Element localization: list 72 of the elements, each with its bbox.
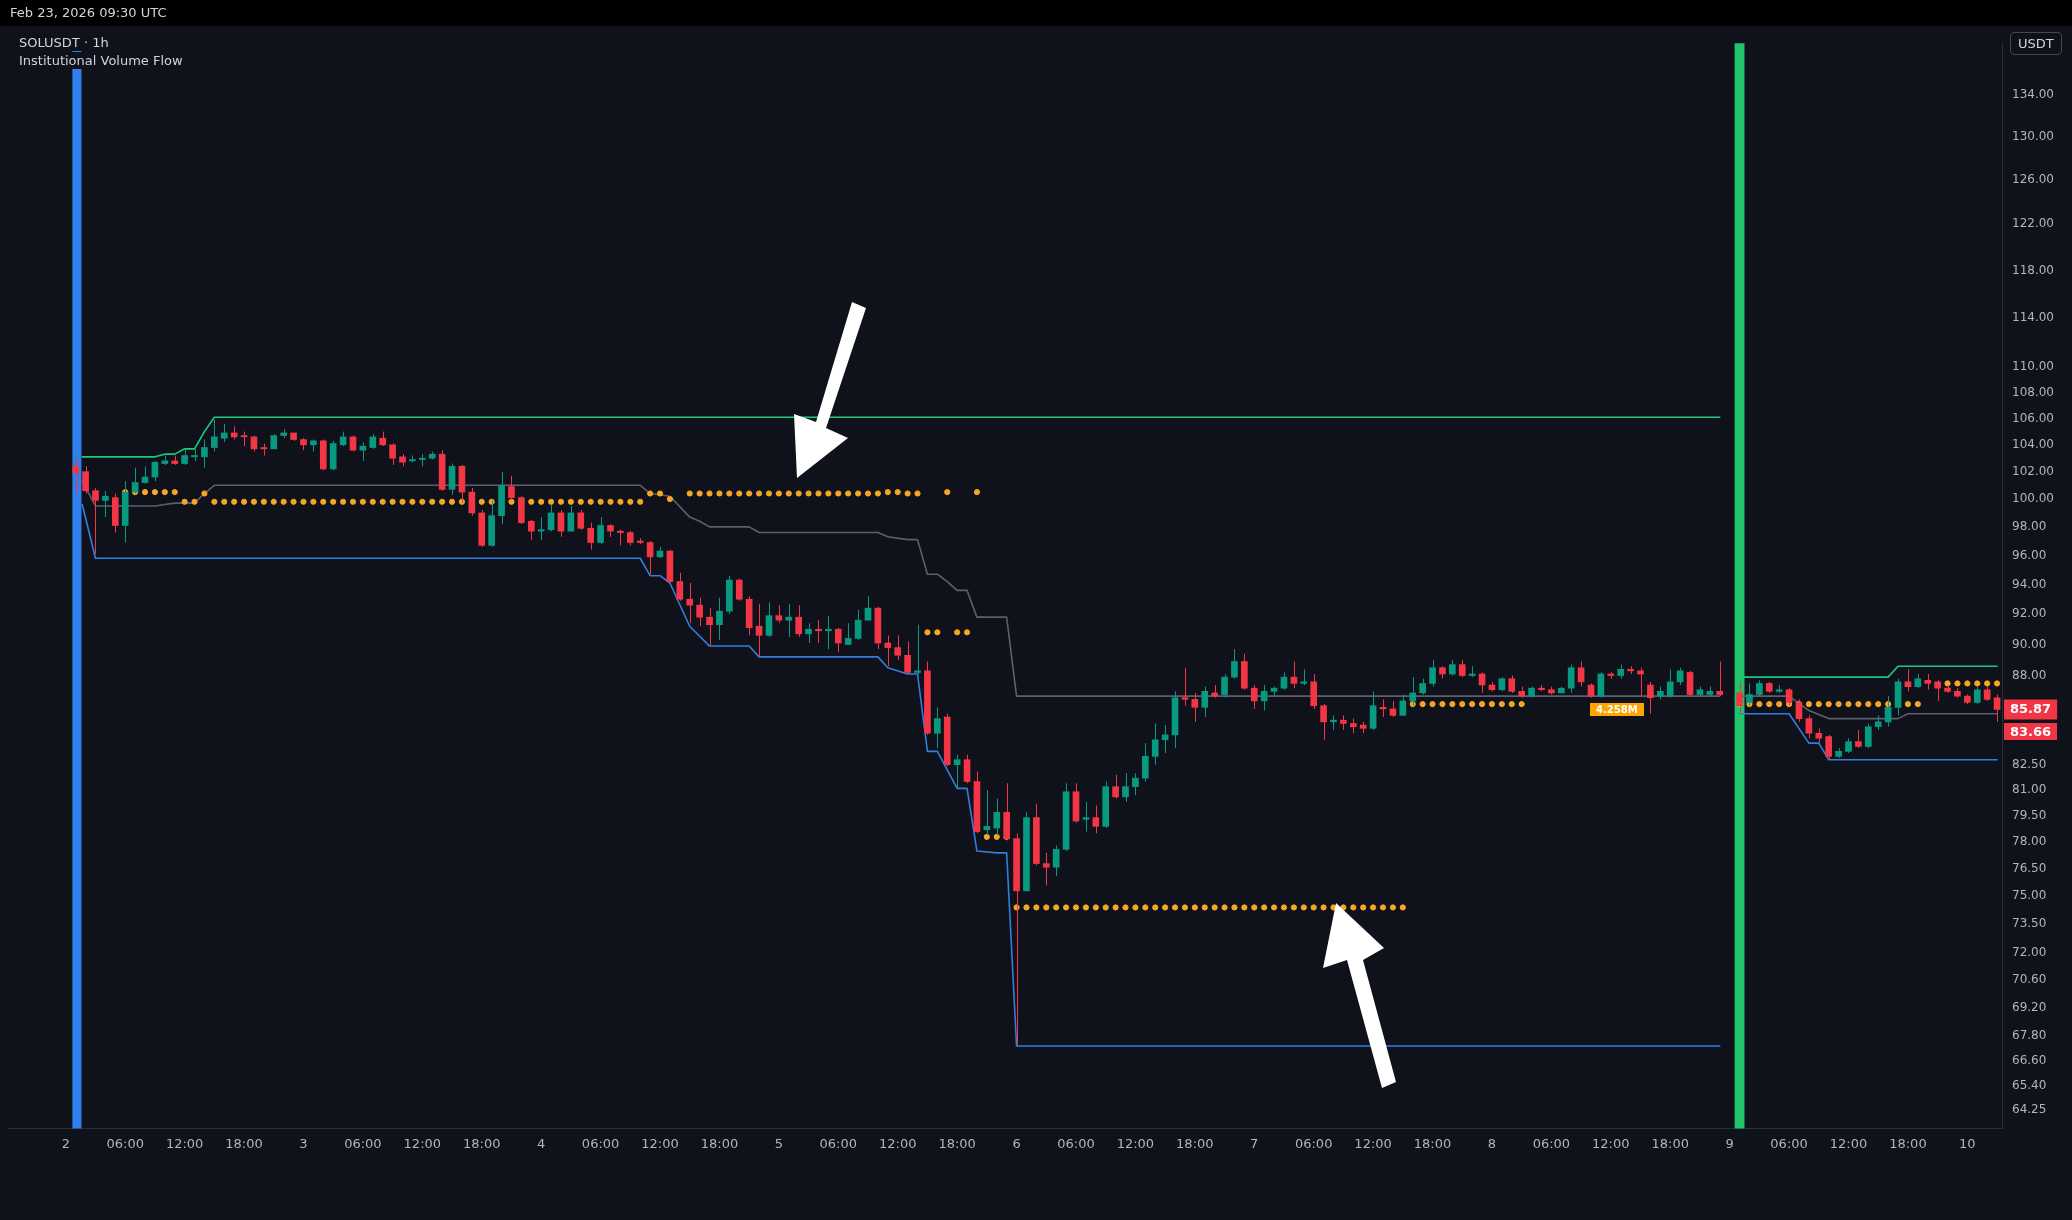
- y-tick-label: 122.00: [2012, 216, 2055, 231]
- y-tick-label: 69.20: [2012, 999, 2047, 1014]
- y-tick-label: 118.00: [2012, 262, 2055, 277]
- x-tick-label: 06:00: [819, 1135, 858, 1151]
- x-tick-label: 8: [1487, 1135, 1497, 1151]
- y-tick-label: 106.00: [2012, 410, 2055, 425]
- y-tick-label: 72.00: [2012, 944, 2047, 959]
- x-tick-label: 18:00: [463, 1135, 501, 1151]
- y-tick-label: 76.50: [2012, 861, 2047, 876]
- x-tick-label: 12:00: [403, 1135, 442, 1151]
- y-tick-label: 94.00: [2012, 576, 2047, 591]
- x-tick-label: 06:00: [344, 1135, 382, 1151]
- x-tick-label: 12:00: [878, 1135, 917, 1151]
- y-tick-label: 104.00: [2012, 436, 2055, 451]
- x-tick-label: 12:00: [1116, 1135, 1155, 1151]
- x-tick-label: 18:00: [1413, 1135, 1452, 1151]
- y-axis-title: USDT: [2010, 32, 2062, 55]
- text: Institutional Volume Flow: [16, 52, 186, 69]
- x-tick-label: 06:00: [1770, 1135, 1808, 1151]
- y-tick-label: 134.00: [2012, 86, 2055, 101]
- y-tick-label: 67.80: [2012, 1027, 2047, 1042]
- x-tick-label: 06:00: [581, 1135, 620, 1151]
- x-tick-label: 06:00: [1532, 1135, 1571, 1151]
- y-tick-label: 102.00: [2012, 463, 2055, 478]
- y-tick-label: 82.50: [2012, 756, 2047, 771]
- x-tick-label: 4: [537, 1135, 546, 1151]
- chart-title: SOLUSDT · 1h: [16, 34, 112, 51]
- x-tick-label: 12:00: [1829, 1135, 1868, 1151]
- y-tick-label: 79.50: [2012, 807, 2047, 822]
- x-tick-label: 5: [774, 1135, 783, 1151]
- x-tick-label: 18:00: [225, 1135, 263, 1151]
- y-tick-label: 96.00: [2012, 547, 2047, 562]
- x-tick-label: 6: [1012, 1135, 1021, 1151]
- text: Feb 23, 2026 09:30 UTC: [10, 5, 167, 20]
- y-tick-label: 70.60: [2012, 971, 2047, 986]
- x-tick-label: 06:00: [106, 1135, 144, 1151]
- annotation: 4.258M: [1590, 703, 1644, 716]
- y-tick-label: 108.00: [2012, 384, 2055, 399]
- x-tick-label: 2: [61, 1135, 70, 1151]
- x-tick-label: 12:00: [641, 1135, 679, 1151]
- y-tick-label: 64.25: [2012, 1102, 2047, 1117]
- y-tick-label: 114.00: [2012, 310, 2055, 325]
- annotation: 85.87: [2010, 700, 2052, 716]
- y-tick-label: 66.60: [2012, 1052, 2047, 1067]
- x-tick-label: 18:00: [938, 1135, 976, 1151]
- x-tick-label: 10: [1959, 1135, 1976, 1151]
- y-tick-label: 110.00: [2012, 359, 2055, 374]
- y-tick-label: 81.00: [2012, 782, 2047, 797]
- y-tick-label: 65.40: [2012, 1077, 2047, 1092]
- x-tick-label: 12:00: [165, 1135, 204, 1151]
- text: 83.66: [2004, 723, 2058, 741]
- y-tick-label: 75.00: [2012, 888, 2047, 903]
- x-tick-label: 18:00: [1889, 1135, 1927, 1151]
- x-tick-label: 7: [1250, 1135, 1259, 1151]
- x-tick-label: 3: [299, 1135, 308, 1151]
- y-tick-label: 90.00: [2012, 636, 2047, 651]
- y-tick-label: 100.00: [2012, 491, 2055, 506]
- y-tick-label: 130.00: [2012, 128, 2055, 143]
- y-tick-label: 88.00: [2012, 667, 2047, 682]
- x-tick-label: 18:00: [1176, 1135, 1214, 1151]
- x-tick-label: 06:00: [1057, 1135, 1095, 1151]
- x-tick-label: 12:00: [1592, 1135, 1630, 1151]
- y-tick-label: 73.50: [2012, 916, 2047, 931]
- y-tick-label: 78.00: [2012, 834, 2047, 849]
- y-tick-label: 98.00: [2012, 519, 2047, 534]
- x-tick-label: 18:00: [1651, 1135, 1689, 1151]
- x-tick-label: 18:00: [700, 1135, 739, 1151]
- x-tick-label: 9: [1725, 1135, 1734, 1151]
- y-tick-label: 126.00: [2012, 171, 2055, 186]
- y-tick-label: 92.00: [2012, 606, 2047, 621]
- x-tick-label: 06:00: [1294, 1135, 1333, 1151]
- x-tick-label: 12:00: [1354, 1135, 1392, 1151]
